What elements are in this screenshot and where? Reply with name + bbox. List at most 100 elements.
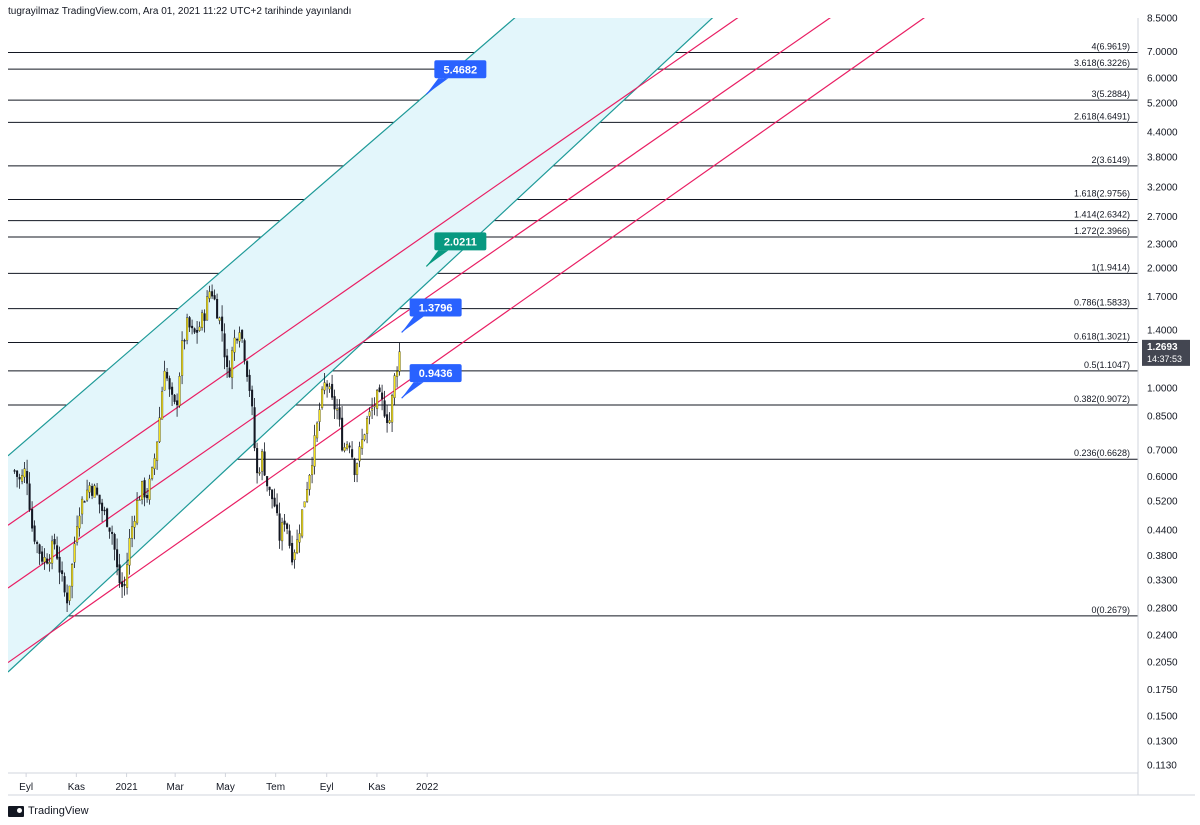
candle-body <box>376 390 379 409</box>
candle-body <box>191 325 194 329</box>
candle-body <box>398 351 401 372</box>
candle-body <box>173 394 176 402</box>
pink-channel-lower[interactable] <box>8 0 1138 664</box>
candle-body <box>118 564 121 584</box>
pink-channel-middle[interactable] <box>8 0 1138 589</box>
fib-label-1: 1(1.9414) <box>1091 262 1130 272</box>
candle-body <box>278 513 281 541</box>
y-tick-label: 0.3300 <box>1147 575 1178 586</box>
y-tick-label: 4.4000 <box>1147 127 1178 138</box>
fib-label-3: 3(5.2884) <box>1091 89 1130 99</box>
candle-body <box>233 337 236 353</box>
x-tick-label: Mar <box>167 782 185 793</box>
candle-body <box>88 485 91 493</box>
y-tick-label: 0.2400 <box>1147 630 1178 641</box>
y-tick-label: 0.1750 <box>1147 685 1178 696</box>
candle-body <box>321 388 324 408</box>
candle-body <box>178 376 181 406</box>
candle-body <box>68 585 71 601</box>
candle-body <box>386 414 389 424</box>
candle-body <box>246 361 249 377</box>
candle-body <box>146 495 149 499</box>
candle-body <box>13 470 16 472</box>
y-tick-label: 0.6000 <box>1147 472 1178 483</box>
x-tick-label: 2021 <box>115 782 138 793</box>
candle-body <box>241 330 244 339</box>
candle-body <box>341 417 344 451</box>
candle-body <box>236 339 239 341</box>
candle-body <box>58 556 61 573</box>
candle-body <box>251 389 254 407</box>
candle-body <box>151 467 154 479</box>
candle-body <box>106 508 109 527</box>
pink-channel-upper[interactable] <box>8 0 1138 526</box>
y-tick-label: 2.7000 <box>1147 212 1178 223</box>
candle-body <box>323 382 326 391</box>
candle-body <box>351 449 354 458</box>
y-tick-label: 7.0000 <box>1147 47 1178 58</box>
y-tick-label: 0.2050 <box>1147 658 1178 669</box>
candle-body <box>61 570 64 575</box>
current-price-countdown: 14:37:53 <box>1147 354 1182 364</box>
candle-body <box>231 350 234 378</box>
fib-label-1.618: 1.618(2.9756) <box>1074 189 1130 199</box>
candle-body <box>273 497 276 507</box>
candle-body <box>256 448 259 474</box>
fib-label-2: 2(3.6149) <box>1091 155 1130 165</box>
candle-body <box>81 498 84 515</box>
fib-label-4: 4(6.9619) <box>1091 42 1130 52</box>
callout-tail-0 <box>426 78 449 95</box>
y-tick-label: 0.7000 <box>1147 445 1178 456</box>
candle-body <box>206 296 209 321</box>
candle-body <box>156 441 159 462</box>
callout-text-1: 2.0211 <box>444 236 477 248</box>
x-tick-label: 2022 <box>416 782 439 793</box>
candle-body <box>56 545 59 559</box>
callout-box-3[interactable] <box>409 364 462 383</box>
candle-body <box>43 557 46 563</box>
teal-channel-upper[interactable] <box>8 0 1138 457</box>
y-tick-label: 2.3000 <box>1147 240 1178 251</box>
candle-body <box>308 475 311 490</box>
candle-body <box>143 480 146 498</box>
candle-body <box>288 530 291 546</box>
candle-body <box>373 405 376 408</box>
callout-box-1[interactable] <box>434 232 487 251</box>
publish-header: tugrayilmaz TradingView.com, Ara 01, 202… <box>8 6 352 17</box>
y-tick-label: 1.4000 <box>1147 325 1178 336</box>
candle-body <box>361 439 364 449</box>
candle-body <box>388 420 391 423</box>
candle-body <box>258 472 261 474</box>
candle-body <box>163 370 166 391</box>
candle-body <box>153 458 156 469</box>
candle-body <box>358 446 361 462</box>
candle-body <box>268 486 271 491</box>
candle-body <box>36 542 39 544</box>
y-tick-label: 1.7000 <box>1147 292 1178 303</box>
candle-body <box>396 371 399 377</box>
candle-body <box>211 291 214 297</box>
brand-name: TradingView <box>28 805 89 817</box>
candle-body <box>96 487 99 495</box>
candle-body <box>203 313 206 321</box>
candle-body <box>378 387 381 392</box>
fib-label-0.786: 0.786(1.5833) <box>1074 298 1130 308</box>
candle-body <box>76 526 79 543</box>
candle-body <box>291 542 294 563</box>
candle-body <box>336 408 339 411</box>
candle-body <box>71 564 74 587</box>
candle-body <box>181 340 184 376</box>
candle-body <box>23 468 26 478</box>
teal-channel-lower[interactable] <box>8 0 1138 673</box>
candle-body <box>28 483 31 510</box>
candle-body <box>391 395 394 423</box>
y-tick-label: 2.0000 <box>1147 264 1178 275</box>
candle-body <box>198 326 201 331</box>
y-tick-label: 0.4400 <box>1147 526 1178 537</box>
callout-box-2[interactable] <box>409 298 462 317</box>
candle-body <box>21 475 24 482</box>
candle-body <box>326 383 329 387</box>
candle-body <box>33 525 36 542</box>
callout-box-0[interactable] <box>434 60 487 79</box>
